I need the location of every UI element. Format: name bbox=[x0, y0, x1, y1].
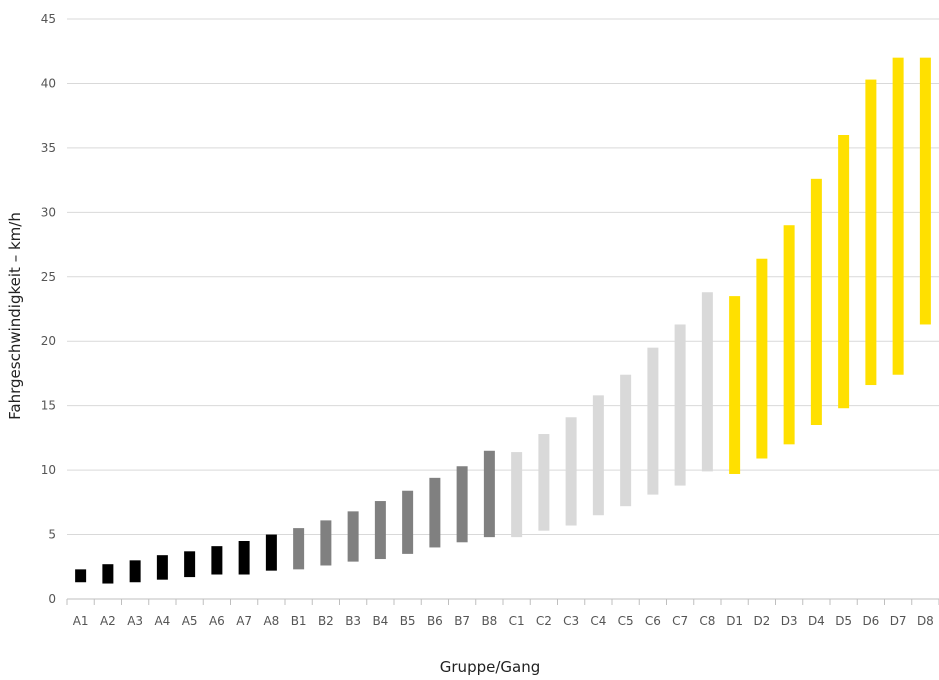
bar-d3 bbox=[783, 225, 795, 445]
y-tick-label: 35 bbox=[41, 141, 56, 155]
bar-a3 bbox=[129, 560, 141, 583]
x-tick-label: D1 bbox=[726, 614, 743, 628]
y-tick-label: 45 bbox=[41, 12, 56, 26]
x-tick-label: A4 bbox=[154, 614, 170, 628]
x-tick-label: B8 bbox=[481, 614, 497, 628]
x-tick-label: D7 bbox=[890, 614, 907, 628]
y-tick-label: 10 bbox=[41, 463, 56, 477]
x-tick-label: C4 bbox=[590, 614, 606, 628]
x-tick-label: C7 bbox=[672, 614, 688, 628]
bar-c7 bbox=[674, 324, 686, 486]
x-tick-label: C2 bbox=[536, 614, 552, 628]
y-tick-label: 20 bbox=[41, 334, 56, 348]
x-tick-label: A6 bbox=[209, 614, 225, 628]
y-tick-label: 15 bbox=[41, 399, 56, 413]
bar-a2 bbox=[102, 564, 114, 584]
y-axis-title: Fahrgeschwindigkeit – km/h bbox=[6, 212, 24, 420]
x-tick-label: D5 bbox=[835, 614, 852, 628]
x-tick-label: B6 bbox=[427, 614, 443, 628]
y-tick-label: 30 bbox=[41, 205, 56, 219]
x-tick-label: B4 bbox=[372, 614, 388, 628]
y-tick-label: 5 bbox=[48, 528, 56, 542]
x-tick-label: B3 bbox=[345, 614, 361, 628]
x-tick-label: D4 bbox=[808, 614, 825, 628]
bar-d1 bbox=[729, 296, 741, 474]
x-tick-label: C1 bbox=[509, 614, 525, 628]
y-tick-label: 25 bbox=[41, 270, 56, 284]
x-tick-label: A7 bbox=[236, 614, 252, 628]
bar-b3 bbox=[347, 511, 359, 562]
bar-d6 bbox=[865, 79, 877, 386]
bar-b4 bbox=[374, 501, 386, 560]
bar-c6 bbox=[647, 347, 659, 495]
bar-c2 bbox=[538, 434, 550, 531]
x-tick-label: D3 bbox=[781, 614, 798, 628]
x-tick-label: C8 bbox=[699, 614, 715, 628]
y-tick-label: 40 bbox=[41, 76, 56, 90]
bar-b8 bbox=[483, 450, 495, 538]
y-axis-ticks: 0 5 10 15 20 25 30 35 40 45 bbox=[41, 12, 56, 606]
x-tick-label: A2 bbox=[100, 614, 116, 628]
bars bbox=[75, 57, 931, 584]
bar-b2 bbox=[320, 520, 332, 566]
x-tick-label: A3 bbox=[127, 614, 143, 628]
bar-b7 bbox=[456, 466, 468, 543]
gridlines bbox=[67, 18, 939, 536]
x-tick-label: C3 bbox=[563, 614, 579, 628]
x-tick-label: B1 bbox=[291, 614, 307, 628]
x-tick-label: C5 bbox=[618, 614, 634, 628]
bar-a7 bbox=[238, 541, 250, 575]
x-tick-label: D6 bbox=[862, 614, 879, 628]
x-tick-label: D2 bbox=[753, 614, 770, 628]
bar-d4 bbox=[810, 178, 822, 425]
x-tick-label: A8 bbox=[263, 614, 279, 628]
bar-d8 bbox=[919, 57, 931, 325]
x-axis-ticks: A1 A2 A3 A4 A5 A6 A7 A8 B1 B2 B3 B4 B5 B6 B7 B8 C1 C2 C3 C4… bbox=[66, 599, 939, 628]
bar-c8 bbox=[701, 292, 713, 472]
bar-d2 bbox=[756, 258, 768, 459]
bar-d7 bbox=[892, 57, 904, 375]
x-tick-label: B7 bbox=[454, 614, 470, 628]
bar-c1 bbox=[511, 452, 523, 538]
bar-a5 bbox=[184, 551, 196, 578]
bar-b5 bbox=[402, 490, 414, 554]
x-tick-label: B5 bbox=[400, 614, 416, 628]
bar-c5 bbox=[620, 374, 632, 507]
bar-d5 bbox=[838, 135, 850, 409]
bar-c3 bbox=[565, 417, 577, 526]
x-axis-title: Gruppe/Gang bbox=[440, 658, 540, 676]
bar-b1 bbox=[293, 528, 305, 570]
y-tick-label: 0 bbox=[48, 592, 56, 606]
bar-b6 bbox=[429, 477, 441, 548]
x-tick-label: B2 bbox=[318, 614, 334, 628]
x-tick-label: D8 bbox=[917, 614, 934, 628]
x-tick-label: A1 bbox=[73, 614, 89, 628]
bar-a4 bbox=[156, 555, 168, 580]
bar-a1 bbox=[75, 569, 87, 583]
bar-c4 bbox=[592, 395, 604, 516]
x-tick-label: A5 bbox=[182, 614, 198, 628]
bar-a6 bbox=[211, 546, 223, 575]
bar-a8 bbox=[265, 534, 277, 571]
x-tick-label: C6 bbox=[645, 614, 661, 628]
